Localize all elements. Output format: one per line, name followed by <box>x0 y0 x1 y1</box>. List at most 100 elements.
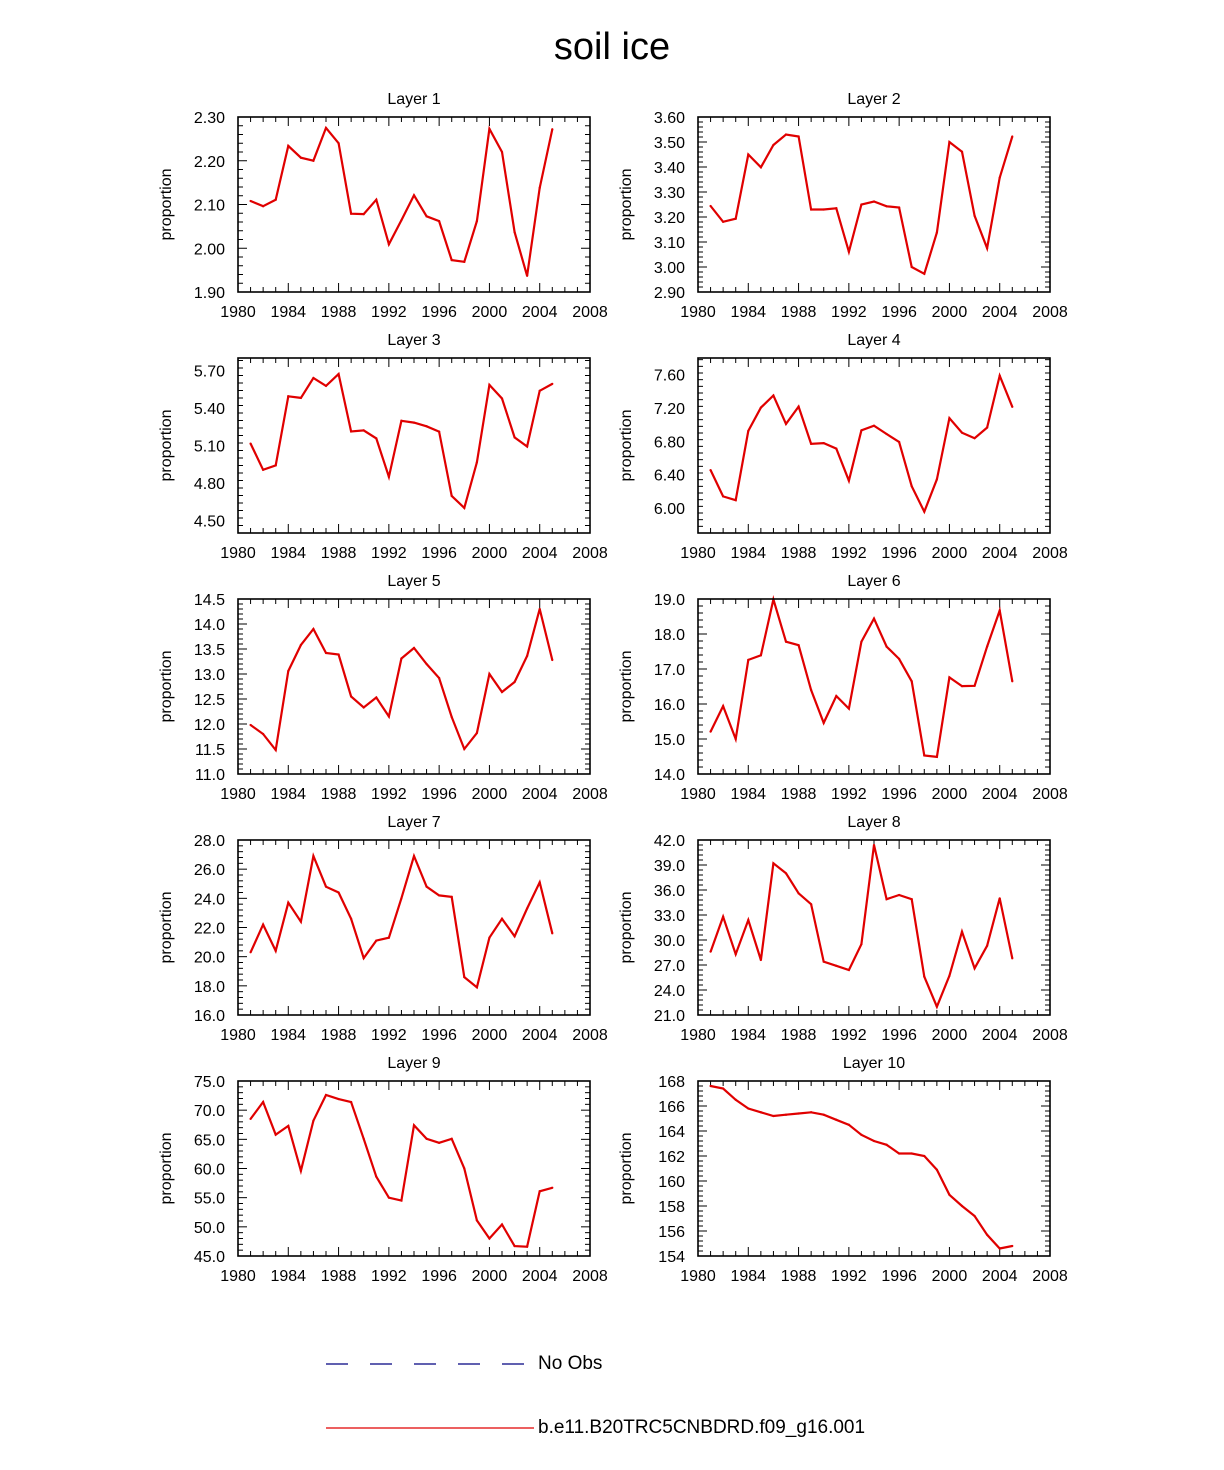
data-point <box>538 881 541 884</box>
data-point <box>350 917 353 920</box>
data-point <box>910 898 913 901</box>
y-tick-label: 28.0 <box>194 833 225 850</box>
data-point <box>475 986 478 989</box>
data-point <box>500 690 504 694</box>
data-point <box>262 732 265 736</box>
data-point <box>860 943 863 946</box>
data-point <box>923 272 926 275</box>
chart-panel-9: Layer 9 proportion 1980 1984 1988 1992 1996 200… <box>158 1055 608 1285</box>
data-point <box>835 694 838 698</box>
data-point <box>425 885 428 888</box>
x-tick-label: 1984 <box>270 786 306 803</box>
x-tick-label: 2008 <box>1032 786 1068 803</box>
x-tick-label: 2000 <box>472 1268 508 1285</box>
data-point <box>1011 957 1014 960</box>
x-tick-label: 2008 <box>572 1268 608 1285</box>
x-tick-label: 1996 <box>881 304 917 321</box>
y-tick-label: 1.90 <box>194 285 225 302</box>
data-point <box>734 737 737 741</box>
data-point <box>1011 135 1014 138</box>
x-tick-label: 1980 <box>680 545 716 562</box>
y-axis-label: proportion <box>158 409 175 481</box>
data-point <box>400 1199 403 1202</box>
chart-panel-6: Layer 6 proportion 1980 1984 1988 1992 1996 200… <box>618 573 1068 803</box>
data-point <box>500 150 504 154</box>
data-point <box>438 894 441 897</box>
y-tick-label: 3.20 <box>654 210 685 227</box>
data-point <box>910 485 913 488</box>
x-tick-label: 1992 <box>371 1027 407 1044</box>
x-tick-label: 1980 <box>680 1268 716 1285</box>
y-axis-label: proportion <box>618 168 635 240</box>
x-tick-label: 1988 <box>781 1268 817 1285</box>
data-point <box>400 419 403 422</box>
data-point <box>860 429 863 432</box>
data-point <box>998 1247 1001 1250</box>
x-tick-label: 1996 <box>421 786 457 803</box>
data-point <box>350 1100 353 1104</box>
data-point <box>375 198 378 201</box>
y-tick-label: 15.0 <box>654 732 685 749</box>
series-line <box>709 372 1014 515</box>
data-point <box>425 215 428 218</box>
x-tick-label: 1992 <box>831 1027 867 1044</box>
data-point <box>538 186 541 189</box>
y-tick-label: 12.5 <box>194 692 225 709</box>
y-axis-label: proportion <box>618 650 635 722</box>
series-line <box>710 1084 1013 1250</box>
data-point <box>772 1114 775 1118</box>
data-point <box>923 975 926 978</box>
x-tick-label: 1996 <box>421 545 457 562</box>
data-point <box>475 731 478 735</box>
data-point <box>822 960 825 963</box>
data-point <box>1011 680 1014 683</box>
data-point <box>885 205 888 208</box>
y-tick-label: 36.0 <box>654 883 685 900</box>
y-tick-label: 42.0 <box>654 833 685 850</box>
data-point <box>324 885 328 888</box>
data-point <box>249 1117 252 1121</box>
data-point <box>312 854 315 858</box>
data-point <box>513 436 516 439</box>
x-tick-label: 2000 <box>932 545 968 562</box>
data-point <box>425 1137 428 1140</box>
y-tick-label: 19.0 <box>654 592 685 609</box>
data-point <box>747 153 750 156</box>
data-point <box>274 748 277 752</box>
data-point <box>375 696 378 699</box>
data-point <box>249 442 252 445</box>
data-point <box>249 199 252 203</box>
x-tick-label: 1980 <box>220 786 256 803</box>
data-point <box>337 1097 340 1101</box>
data-point <box>835 447 838 450</box>
data-point <box>287 901 290 904</box>
data-point <box>262 1100 265 1104</box>
x-tick-label: 1992 <box>371 304 407 321</box>
y-tick-label: 30.0 <box>654 933 685 950</box>
x-tick-label: 1980 <box>680 1027 716 1044</box>
data-point <box>898 657 901 660</box>
y-tick-label: 3.60 <box>654 110 685 127</box>
data-point <box>312 627 315 631</box>
data-point <box>463 260 466 263</box>
data-point <box>299 643 302 647</box>
data-point <box>387 936 390 939</box>
x-tick-label: 2008 <box>1032 1268 1068 1285</box>
data-point <box>249 951 252 954</box>
panel-title: Layer 3 <box>387 332 440 349</box>
data-point <box>324 126 328 130</box>
data-point <box>450 1137 453 1140</box>
data-point <box>923 510 926 513</box>
data-point <box>412 421 416 424</box>
data-point <box>986 426 989 429</box>
data-point <box>935 755 938 758</box>
data-point <box>450 494 453 497</box>
x-tick-label: 1988 <box>781 304 817 321</box>
data-point <box>1011 405 1014 408</box>
data-point <box>998 609 1001 612</box>
x-tick-label: 1984 <box>730 786 766 803</box>
x-tick-label: 2004 <box>982 1027 1018 1044</box>
y-tick-label: 162 <box>658 1149 685 1166</box>
data-point <box>797 644 800 647</box>
data-point <box>362 1137 365 1140</box>
